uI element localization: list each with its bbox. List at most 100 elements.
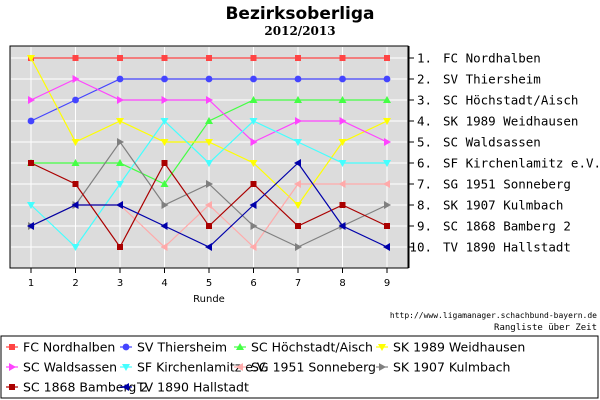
data-point <box>250 138 258 146</box>
ranking-number: 3. <box>417 93 432 108</box>
x-tick-label: 9 <box>384 278 390 289</box>
legend-marker <box>122 343 130 351</box>
legend-item: SC 1868 Bamberg 2 <box>6 380 148 395</box>
legend-item: FC Nordhalben <box>6 340 115 355</box>
ranking-team: SC Höchstadt/Aisch <box>443 93 578 108</box>
ranking-number: 4. <box>417 114 432 129</box>
legend-label: SC 1868 Bamberg 2 <box>23 380 148 395</box>
data-point <box>160 118 169 125</box>
data-point <box>384 223 390 229</box>
legend-label: SF Kirchenlamitz e.V. <box>137 360 268 375</box>
chart-title: Bezirksoberliga <box>225 4 374 24</box>
legend-marker <box>122 383 129 391</box>
legend-item: SC Waldsassen <box>6 360 117 375</box>
data-point <box>338 139 347 146</box>
ranking-number: 10. <box>409 240 432 255</box>
ranking-number: 8. <box>417 198 432 213</box>
ranking-team: FC Nordhalben <box>443 51 541 66</box>
data-point <box>116 159 124 166</box>
data-point <box>160 139 169 146</box>
ranking-team: SF Kirchenlamitz e.V. <box>443 156 600 171</box>
data-point <box>116 181 124 188</box>
ranking-number: 6. <box>417 156 432 171</box>
data-point <box>27 117 35 125</box>
data-point <box>250 181 257 187</box>
data-point <box>27 222 34 230</box>
legend-marker <box>9 363 16 371</box>
ranking-team: SC Waldsassen <box>443 135 541 150</box>
data-point <box>28 96 35 104</box>
data-point <box>161 160 168 166</box>
x-tick-label: 6 <box>250 278 256 289</box>
legend-marker <box>379 363 386 371</box>
data-point <box>294 180 301 188</box>
data-point <box>205 160 213 167</box>
data-point <box>206 180 213 188</box>
data-point <box>161 96 169 104</box>
data-point <box>160 180 169 187</box>
chart-subtitle: 2012/2013 <box>264 24 335 38</box>
data-point <box>338 160 347 167</box>
data-point <box>339 202 346 208</box>
data-point <box>295 117 302 125</box>
ranking-team: SC 1868 Bamberg 2 <box>443 219 571 234</box>
data-point <box>117 138 124 146</box>
data-point <box>339 55 346 61</box>
data-point <box>116 201 123 209</box>
data-point <box>116 75 124 83</box>
data-point <box>250 75 257 83</box>
legend-item: SG 1951 Sonneberg <box>234 360 376 375</box>
data-point <box>250 222 258 230</box>
data-point <box>205 139 213 146</box>
data-point <box>160 222 168 230</box>
data-point <box>249 201 257 209</box>
x-tick-label: 5 <box>206 278 212 289</box>
legend-label: SK 1989 Weidhausen <box>393 340 525 355</box>
legend-label: SC Waldsassen <box>23 360 117 375</box>
data-point <box>295 223 301 229</box>
data-point <box>294 96 302 103</box>
data-point <box>117 244 123 250</box>
legend-marker <box>9 384 15 390</box>
series-layer <box>27 55 391 251</box>
legend-label: TV 1890 Hallstadt <box>136 380 249 395</box>
data-point <box>383 118 391 125</box>
data-point <box>383 243 390 251</box>
source-url[interactable]: http://www.ligamanager.schachbund-bayern… <box>390 311 597 320</box>
data-point <box>71 159 80 166</box>
legend-marker <box>122 364 130 371</box>
data-point <box>117 96 124 104</box>
data-point <box>71 244 80 251</box>
data-point <box>205 117 213 124</box>
data-point <box>205 243 212 251</box>
legend-label: FC Nordhalben <box>23 340 115 355</box>
legend: FC Nordhalben SV Thiersheim SC Höchstadt/A… <box>6 340 525 395</box>
series-6 <box>27 118 391 251</box>
legend-marker <box>236 343 244 350</box>
legend-label: SC Höchstadt/Aisch <box>251 340 373 355</box>
data-point <box>206 223 212 229</box>
data-point <box>161 201 169 209</box>
ranking-team: SK 1907 Kulmbach <box>443 198 563 213</box>
data-point <box>339 75 346 83</box>
x-tick-label: 3 <box>117 278 123 289</box>
legend-item: SK 1907 Kulmbach <box>376 360 510 375</box>
x-tick-label: 1 <box>28 278 34 289</box>
data-point <box>27 202 35 209</box>
data-point <box>294 202 302 209</box>
legend-marker <box>236 363 243 371</box>
series-10 <box>27 159 390 251</box>
data-point <box>116 118 124 125</box>
data-point <box>383 160 391 167</box>
data-point <box>249 96 258 103</box>
legend-box <box>0 335 599 399</box>
legend-item: TV 1890 Hallstadt <box>120 380 249 395</box>
data-point <box>72 75 80 83</box>
series-4 <box>27 55 391 209</box>
data-point <box>295 55 301 61</box>
ranking-number: 5. <box>417 135 432 150</box>
data-point <box>338 96 347 103</box>
data-point <box>72 181 79 187</box>
data-point <box>205 201 212 209</box>
